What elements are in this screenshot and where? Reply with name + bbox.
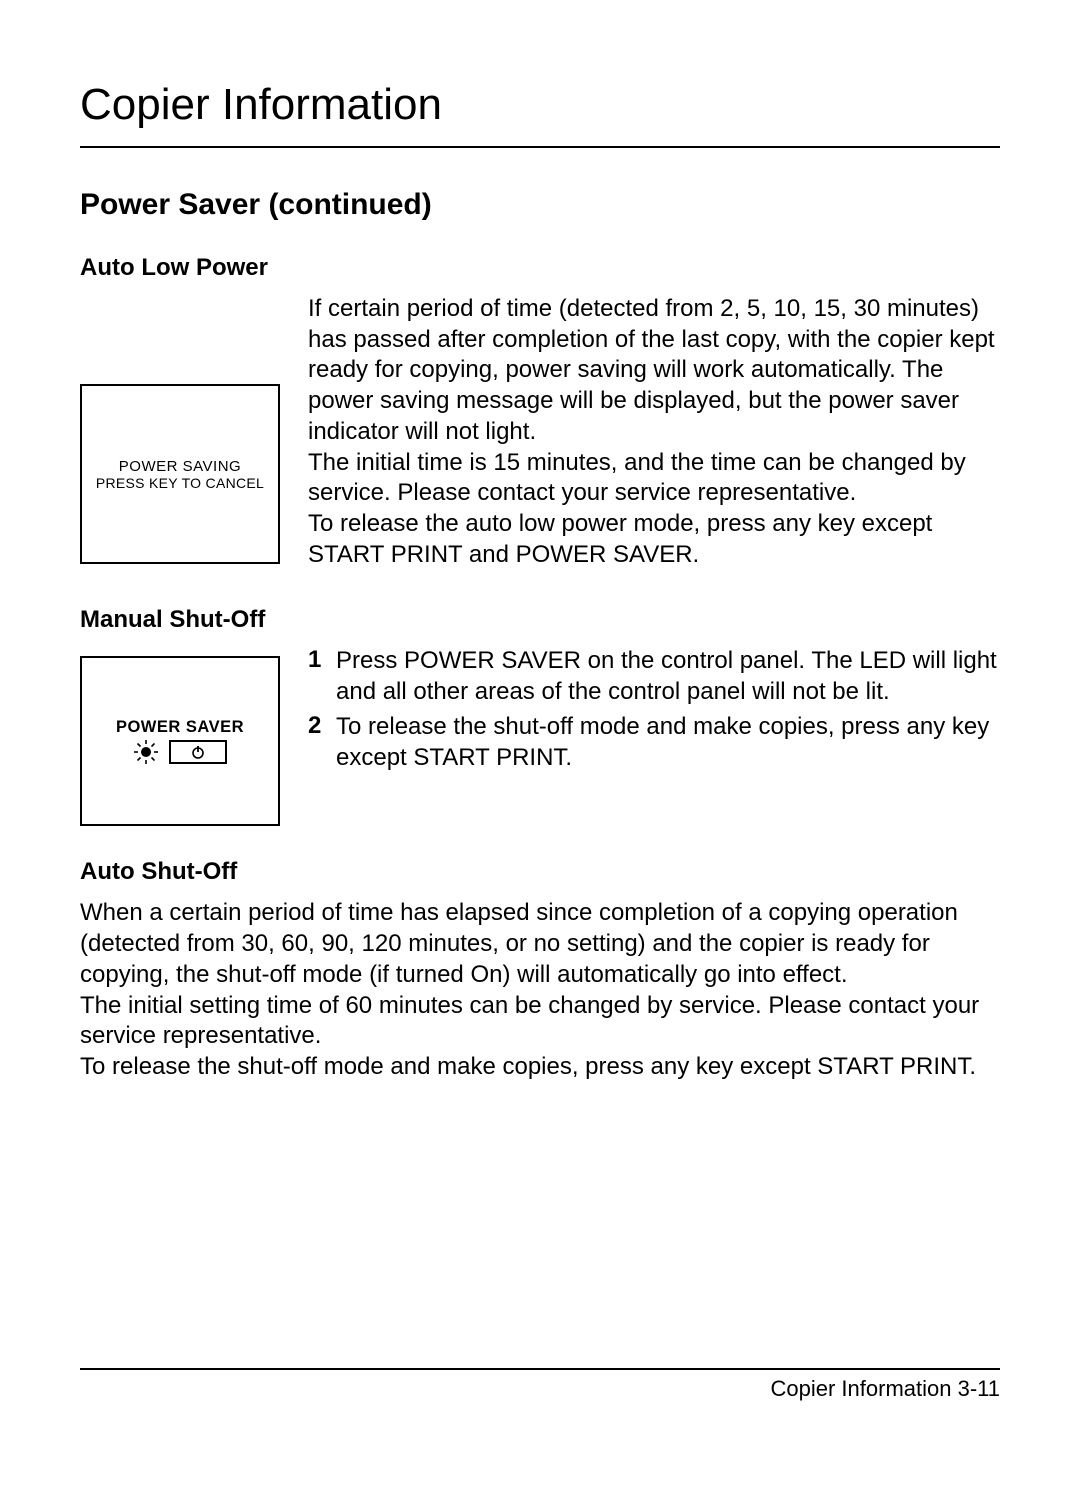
button-panel-col: POWER SAVER bbox=[80, 646, 280, 826]
paragraph: To release the auto low power mode, pres… bbox=[308, 509, 1000, 570]
footer-rule bbox=[80, 1368, 1000, 1370]
led-indicator-icon bbox=[133, 739, 159, 765]
paragraph: The initial setting time of 60 minutes c… bbox=[80, 991, 1000, 1052]
step-number: 1 bbox=[308, 646, 336, 674]
display-panel-col: POWER SAVING PRESS KEY TO CANCEL bbox=[80, 294, 280, 570]
manual-shut-off-steps-col: 1Press POWER SAVER on the control panel.… bbox=[308, 646, 1000, 826]
lcd-line-1: POWER SAVING bbox=[119, 458, 241, 475]
manual-shut-off-steps: 1Press POWER SAVER on the control panel.… bbox=[308, 646, 1000, 773]
step-number: 2 bbox=[308, 712, 336, 740]
auto-shut-off-body: When a certain period of time has elapse… bbox=[80, 898, 1000, 1082]
auto-low-power-body-col: If certain period of time (detected from… bbox=[308, 294, 1000, 570]
power-saver-button-box bbox=[169, 740, 227, 764]
auto-shut-off-heading: Auto Shut-Off bbox=[80, 858, 1000, 886]
power-saver-label: POWER SAVER bbox=[116, 718, 244, 737]
auto-low-power-heading: Auto Low Power bbox=[80, 254, 1000, 282]
step-item: 1Press POWER SAVER on the control panel.… bbox=[308, 646, 1000, 707]
paragraph: When a certain period of time has elapse… bbox=[80, 898, 1000, 990]
paragraph: If certain period of time (detected from… bbox=[308, 294, 1000, 448]
title-rule bbox=[80, 146, 1000, 148]
page-title: Copier Information bbox=[80, 80, 1000, 130]
paragraph: To release the shut-off mode and make co… bbox=[80, 1052, 1000, 1083]
auto-shut-off-section: Auto Shut-Off When a certain period of t… bbox=[80, 858, 1000, 1082]
paragraph: The initial time is 15 minutes, and the … bbox=[308, 448, 1000, 509]
manual-shut-off-heading: Manual Shut-Off bbox=[80, 606, 1000, 634]
manual-shut-off-section: POWER SAVER bbox=[80, 646, 1000, 826]
step-text: Press POWER SAVER on the control panel. … bbox=[336, 646, 1000, 707]
step-item: 2To release the shut-off mode and make c… bbox=[308, 712, 1000, 773]
page-footer: Copier Information 3-11 bbox=[80, 1368, 1000, 1402]
footer-text: Copier Information 3-11 bbox=[80, 1376, 1000, 1402]
auto-low-power-body: If certain period of time (detected from… bbox=[308, 294, 1000, 570]
lcd-line-2: PRESS KEY TO CANCEL bbox=[96, 475, 264, 491]
section-title: Power Saver (continued) bbox=[80, 188, 1000, 222]
auto-low-power-section: POWER SAVING PRESS KEY TO CANCEL If cert… bbox=[80, 294, 1000, 570]
power-icon bbox=[190, 744, 206, 760]
lcd-display-illustration: POWER SAVING PRESS KEY TO CANCEL bbox=[80, 384, 280, 564]
power-saver-button-illustration: POWER SAVER bbox=[80, 656, 280, 826]
step-text: To release the shut-off mode and make co… bbox=[336, 712, 1000, 773]
